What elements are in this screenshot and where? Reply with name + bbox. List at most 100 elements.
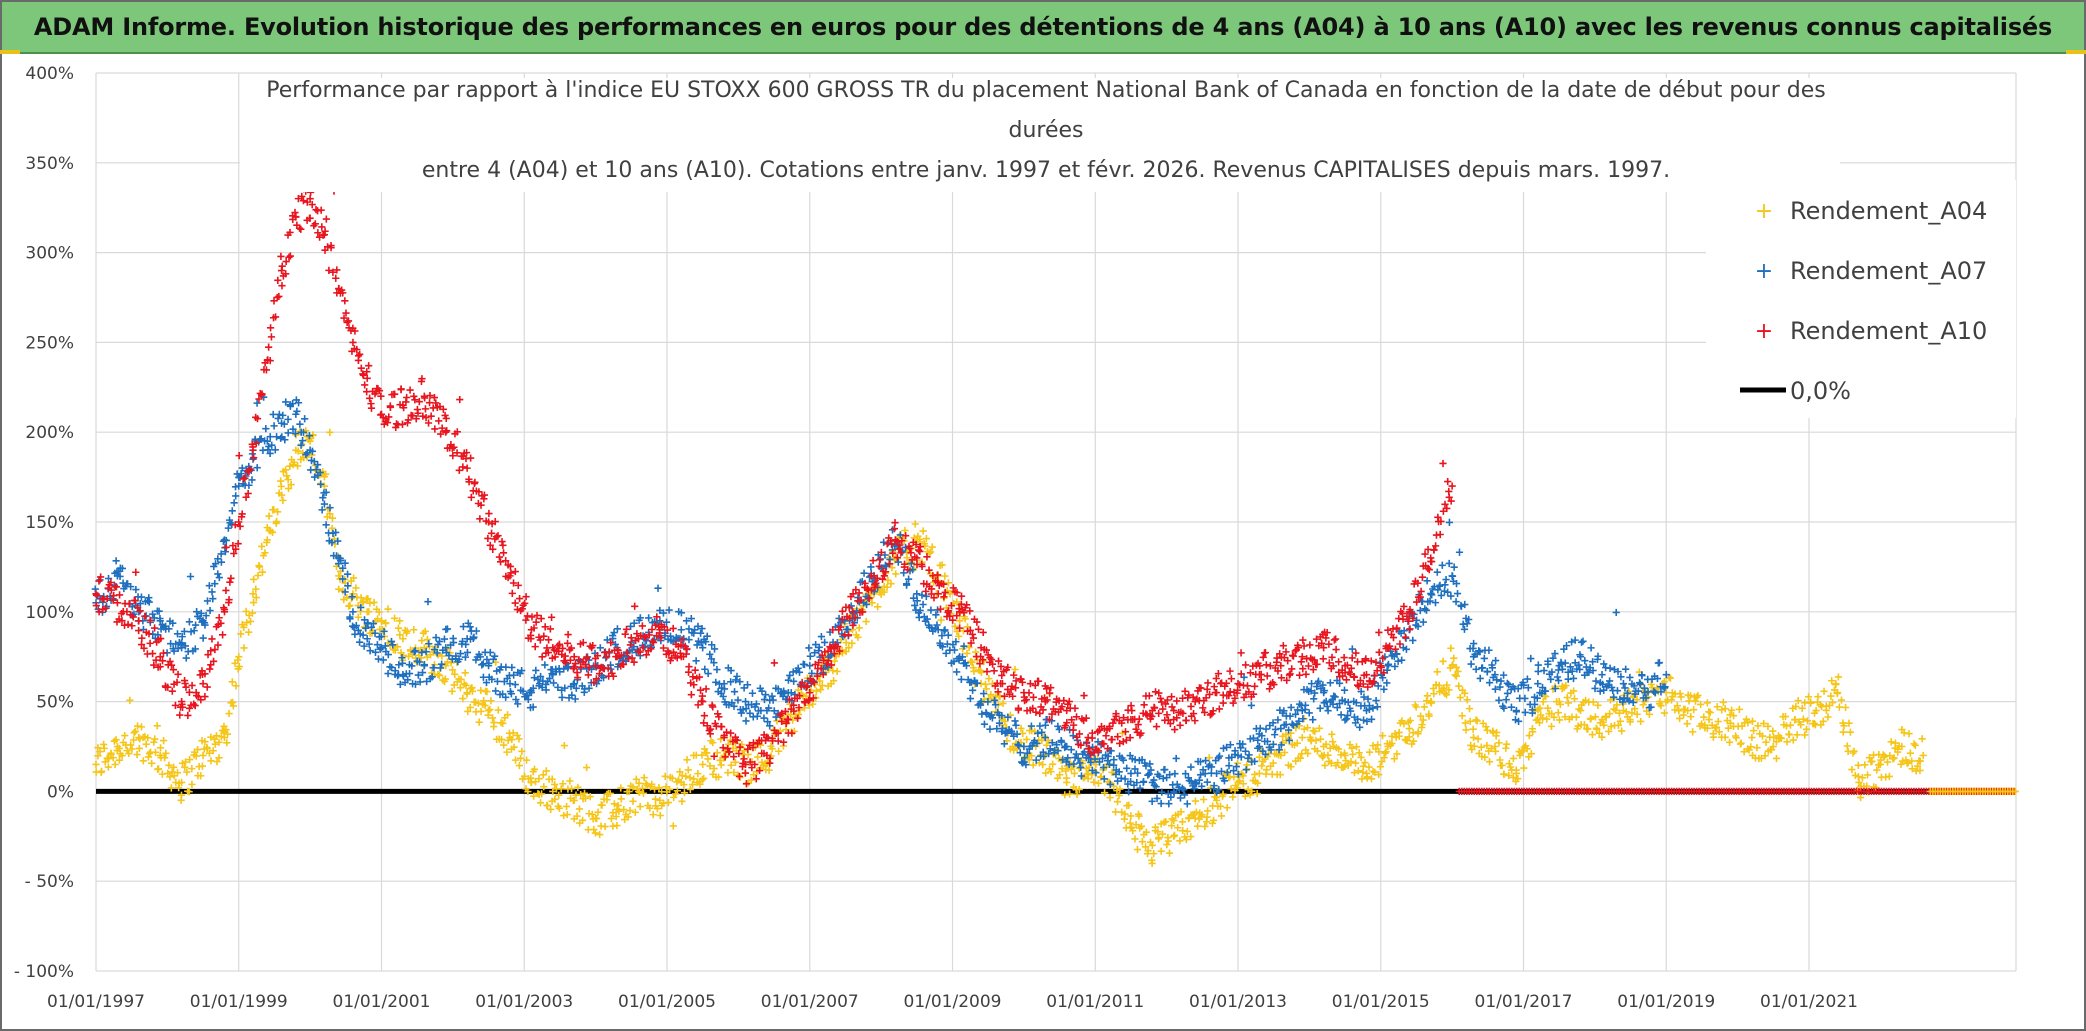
data-point (730, 702, 738, 710)
data-point (1591, 684, 1599, 693)
data-point (1343, 711, 1352, 720)
data-point (1894, 745, 1902, 753)
data-point (1797, 721, 1805, 729)
data-point (1132, 821, 1140, 829)
data-point (1090, 778, 1098, 786)
data-point (1913, 762, 1922, 770)
data-point (655, 783, 663, 792)
data-point (203, 597, 212, 605)
data-point (213, 758, 221, 766)
data-point (1865, 754, 1874, 762)
data-point (532, 666, 540, 675)
data-point (824, 657, 832, 665)
data-point (529, 684, 537, 692)
data-point (476, 515, 484, 523)
data-point (1324, 707, 1332, 715)
data-point (240, 644, 248, 652)
data-point (1425, 566, 1433, 574)
data-point (284, 415, 292, 423)
data-point (1045, 750, 1053, 758)
data-point (1414, 579, 1422, 587)
data-point (1561, 713, 1569, 721)
data-point (1375, 648, 1383, 656)
data-point (1363, 774, 1371, 782)
data-point (1289, 721, 1298, 729)
data-point (685, 636, 693, 644)
data-point (237, 630, 245, 638)
data-point (243, 618, 251, 627)
data-point (684, 766, 692, 774)
data-point (102, 604, 110, 612)
data-point (1623, 689, 1632, 697)
data-point (630, 658, 638, 666)
data-point (689, 673, 697, 681)
data-point (1065, 697, 1073, 706)
data-point (1230, 773, 1238, 781)
data-point (1498, 761, 1506, 769)
data-point (1400, 627, 1408, 635)
data-point (266, 357, 274, 365)
data-point (1569, 674, 1578, 683)
data-point (250, 575, 258, 584)
data-point (810, 678, 818, 687)
data-point (335, 585, 343, 593)
data-point (585, 663, 593, 672)
data-point (511, 567, 519, 576)
data-point (570, 653, 578, 661)
data-point (563, 639, 572, 647)
data-point (1202, 756, 1210, 765)
data-point (215, 754, 223, 762)
data-point (1331, 693, 1339, 701)
data-point (1444, 477, 1452, 486)
data-point (1304, 749, 1312, 758)
data-point (765, 766, 773, 774)
data-point (185, 618, 193, 626)
data-point (145, 749, 154, 758)
data-point (649, 638, 658, 647)
data-point (1032, 708, 1040, 716)
data-point (1146, 760, 1154, 768)
data-point (1061, 742, 1069, 750)
data-point (949, 616, 957, 624)
data-point (1207, 763, 1216, 771)
data-point (459, 463, 467, 471)
data-point (1355, 682, 1363, 691)
data-point (437, 430, 445, 438)
data-point (654, 584, 662, 592)
data-point (562, 802, 571, 811)
data-point (1152, 783, 1160, 791)
data-point (499, 719, 507, 727)
data-point (414, 671, 422, 679)
data-point (697, 697, 706, 705)
data-point (1157, 847, 1165, 855)
data-point (862, 600, 871, 609)
data-point (549, 787, 557, 795)
data-point (991, 696, 999, 704)
data-point (1700, 713, 1708, 721)
data-point (1008, 682, 1016, 690)
data-point (1599, 680, 1607, 688)
data-point (217, 733, 225, 741)
data-point (889, 549, 897, 557)
data-point (1389, 634, 1398, 642)
data-point (1085, 755, 1093, 763)
data-point (817, 632, 826, 641)
data-point (1000, 692, 1009, 700)
data-point (1626, 718, 1634, 726)
data-point (987, 690, 995, 699)
data-point (391, 390, 399, 398)
data-point (320, 500, 329, 508)
data-point (127, 583, 135, 591)
data-point (118, 617, 126, 625)
data-point (819, 670, 827, 679)
data-point (761, 691, 770, 699)
data-point (211, 560, 220, 568)
data-point (1858, 774, 1867, 782)
data-point (424, 419, 433, 427)
data-point (244, 489, 252, 498)
data-point (286, 228, 294, 237)
data-point (880, 572, 888, 580)
data-point (687, 691, 695, 699)
legend-label-zero: 0,0% (1790, 377, 1851, 405)
